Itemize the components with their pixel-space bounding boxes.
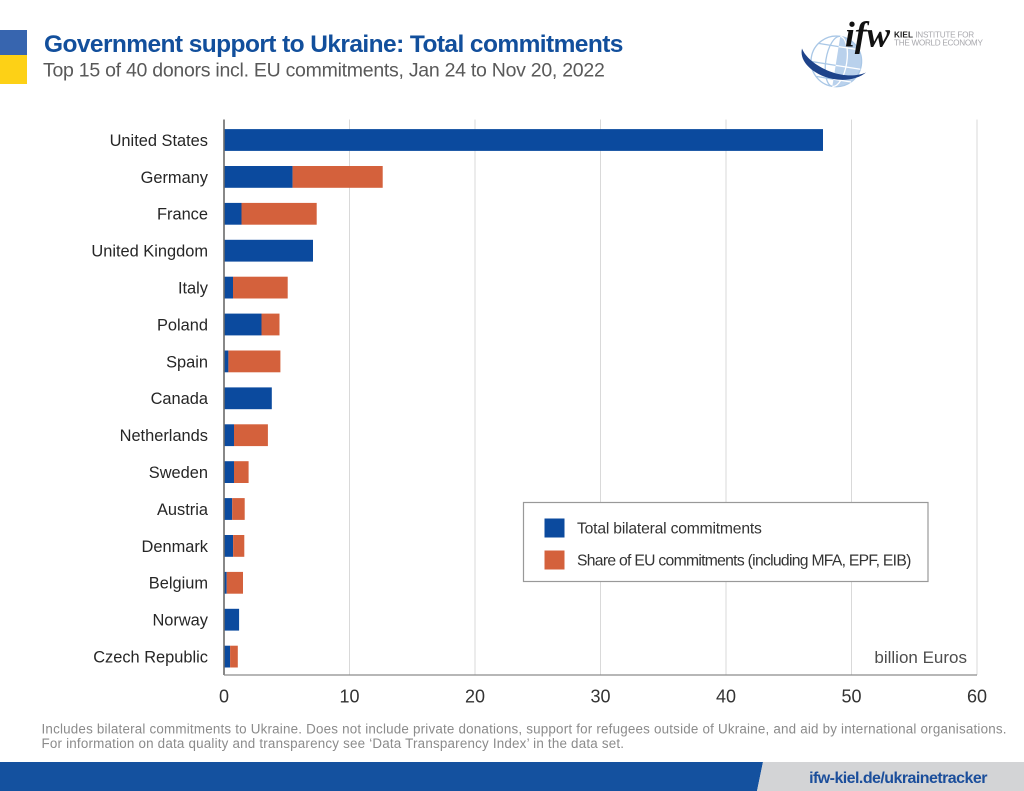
svg-text:0: 0 <box>219 687 229 707</box>
svg-text:Sweden: Sweden <box>149 464 208 482</box>
svg-text:Share of EU commitments (inclu: Share of EU commitments (including MFA, … <box>577 553 911 570</box>
svg-text:60: 60 <box>967 687 987 707</box>
svg-text:ifw: ifw <box>845 14 890 54</box>
svg-text:Netherlands: Netherlands <box>120 427 208 445</box>
svg-text:20: 20 <box>465 687 485 707</box>
svg-text:Includes bilateral commitments: Includes bilateral commitments to Ukrain… <box>42 722 1007 737</box>
svg-text:THE WORLD ECONOMY: THE WORLD ECONOMY <box>894 38 983 47</box>
svg-text:Spain: Spain <box>166 353 208 371</box>
svg-text:10: 10 <box>339 687 359 707</box>
svg-text:Belgium: Belgium <box>149 575 208 593</box>
svg-text:KIEL INSTITUTE FOR: KIEL INSTITUTE FOR <box>894 31 974 40</box>
svg-text:For information on data qualit: For information on data quality and tran… <box>42 736 625 751</box>
svg-text:Canada: Canada <box>151 390 209 408</box>
svg-text:30: 30 <box>590 687 610 707</box>
svg-text:France: France <box>157 206 208 224</box>
svg-text:Denmark: Denmark <box>142 538 209 556</box>
svg-text:50: 50 <box>841 687 861 707</box>
svg-text:billion Euros: billion Euros <box>874 648 967 667</box>
svg-text:Austria: Austria <box>157 501 209 519</box>
svg-text:ifw-kiel.de/ukrainetracker: ifw-kiel.de/ukrainetracker <box>809 770 987 787</box>
svg-text:Government support to Ukraine:: Government support to Ukraine: Total com… <box>44 31 623 58</box>
svg-text:United Kingdom: United Kingdom <box>91 243 208 261</box>
svg-text:Top 15 of 40 donors incl. EU c: Top 15 of 40 donors incl. EU commitments… <box>43 60 605 82</box>
svg-text:Germany: Germany <box>141 169 209 187</box>
svg-text:Total bilateral commitments: Total bilateral commitments <box>577 521 762 538</box>
svg-text:United States: United States <box>110 132 208 150</box>
svg-text:Czech Republic: Czech Republic <box>93 649 208 667</box>
svg-text:Poland: Poland <box>157 316 208 334</box>
svg-text:Italy: Italy <box>178 280 209 298</box>
svg-text:Norway: Norway <box>152 612 208 630</box>
svg-text:40: 40 <box>716 687 736 707</box>
